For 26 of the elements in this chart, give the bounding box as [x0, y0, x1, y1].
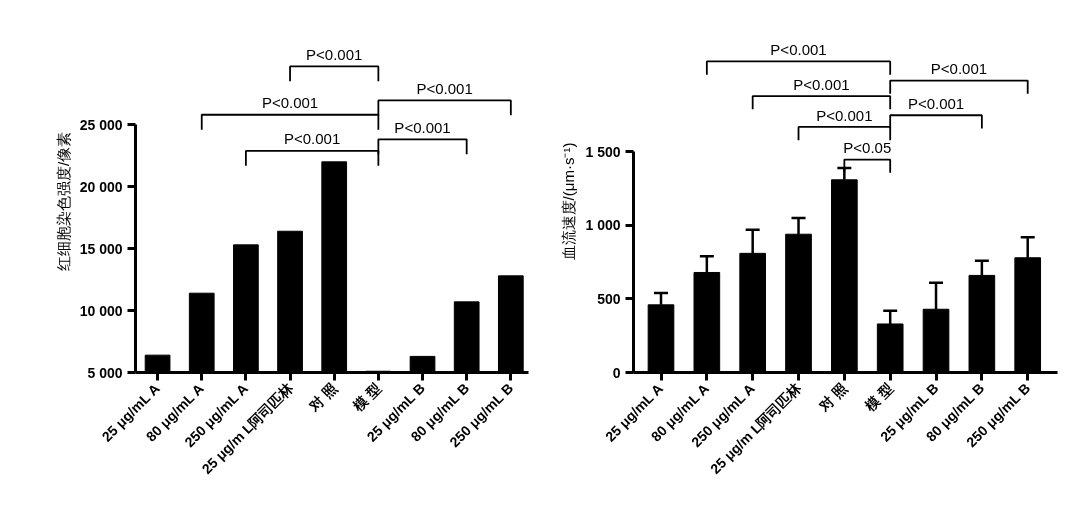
annotation: P<0.001 [283, 130, 341, 148]
x-tick-label: 对 照 [815, 379, 851, 415]
annotation: P<0.05 [843, 139, 892, 157]
y-tick-label: 10 000 [79, 302, 123, 319]
y-tick-label: 25 000 [79, 116, 123, 133]
text: P<0.001 [907, 94, 965, 112]
x-tick-label: 对 照 [305, 379, 340, 415]
x-tick-label: 模 型 [861, 379, 896, 415]
y-tick-label: 0 [612, 364, 621, 381]
text: P<0.001 [770, 41, 827, 59]
text: P<0.001 [816, 106, 873, 124]
y-tick-label: 5 000 [87, 364, 123, 381]
text: P<0.001 [306, 45, 363, 63]
annotation: P<0.001 [394, 118, 451, 136]
text: P<0.001 [261, 94, 319, 112]
y-tick-label: 500 [597, 290, 621, 307]
y-tick-label: 1 000 [585, 217, 621, 234]
text: P<0.001 [930, 60, 988, 78]
text: P<0.001 [416, 79, 473, 97]
y-axis-title: 红细胞染色强度/像素 [54, 131, 72, 272]
y-axis-title: 血流速度/(μm·s⁻¹) [560, 142, 578, 261]
x-tick-label: 模 型 [349, 379, 385, 415]
y-tick-label: 15 000 [79, 240, 123, 257]
y-tick-label: 20 000 [79, 178, 123, 195]
text: P<0.001 [793, 75, 850, 93]
y-tick-label: 1 500 [585, 143, 621, 160]
